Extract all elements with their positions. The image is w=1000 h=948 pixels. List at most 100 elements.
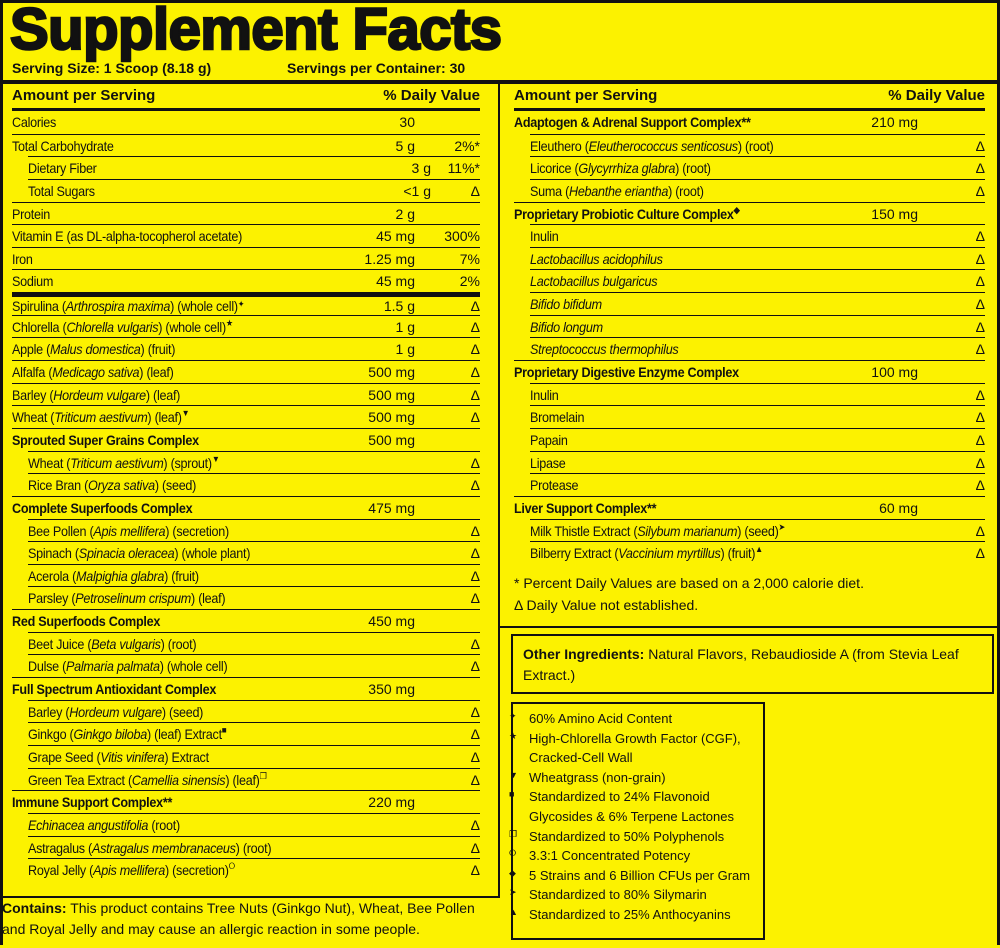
name-part: Hebanthe eriantha	[568, 182, 669, 199]
name-part: Grape Seed (	[28, 748, 101, 765]
name-part: Oryza sativa	[88, 477, 155, 494]
table-row: Wheat (Triticum aestivum) (leaf)▼ 500 mg Δ	[12, 405, 480, 428]
footnote-symbol-icon: ▲	[755, 544, 763, 555]
name-part: Bifido bifidum	[530, 296, 602, 313]
daily-value: Δ	[470, 341, 480, 358]
daily-value: Δ	[470, 386, 480, 403]
symbol-note-text: 60% Amino Acid Content	[529, 711, 673, 726]
table-row: Complete Superfoods Complex 475 mg	[12, 495, 480, 519]
name-part: (root)	[148, 816, 180, 833]
name-part: Wheat (	[12, 409, 55, 426]
daily-value: Δ	[975, 545, 985, 562]
name-part: ) (leaf) Extract	[147, 726, 222, 743]
table-row: Beet Juice (Beta vulgaris) (root) Δ	[28, 631, 480, 655]
table-row: Bilberry Extract (Vaccinium myrtillus) (…	[530, 541, 985, 564]
symbol-note-text: Standardized to 25% Anthocyanins	[529, 906, 731, 922]
name-part: ) (whole cell)	[170, 298, 238, 315]
footnote-symbol-icon: ▲	[509, 906, 518, 917]
nutrient-name: Chlorella (Chlorella vulgaris) (whole ce…	[12, 316, 233, 338]
name-part: Lipase	[530, 454, 566, 471]
name-part: Ginkgo biloba	[73, 726, 148, 743]
name-part: ) (fruit)	[140, 341, 176, 358]
table-row: Lipase Δ	[530, 450, 985, 474]
name-part: Proprietary Digestive Enzyme Complex	[514, 364, 739, 381]
name-part: ) (whole cell)	[159, 658, 228, 675]
name-part: Astragalus (	[28, 839, 92, 856]
daily-value: Δ	[470, 298, 480, 315]
daily-value: Δ	[470, 522, 480, 539]
name-part: Bilberry Extract (	[530, 545, 619, 562]
nutrient-name: Beet Juice (Beta vulgaris) (root)	[28, 633, 197, 655]
amount-value: 1 g	[395, 318, 415, 335]
footnote-symbol-icon: ✦	[509, 711, 517, 721]
table-row: Protein 2 g	[12, 201, 480, 225]
table-row: Barley (Hordeum vulgare) (seed) Δ	[28, 699, 480, 723]
daily-value: Δ	[470, 409, 480, 426]
nutrient-name: Milk Thistle Extract (Silybum marianum) …	[530, 520, 785, 542]
nutrient-name: Protease	[530, 474, 579, 496]
name-part: Inulin	[530, 228, 559, 245]
name-part: Apis mellifera	[93, 522, 166, 539]
other-ingredients-text: Natural Flavors, Rebaudioside A (from St…	[523, 646, 959, 683]
name-part: Bromelain	[530, 409, 585, 426]
daily-value: Δ	[975, 182, 985, 199]
name-part: Liver Support Complex**	[514, 499, 657, 516]
amount-value: 220 mg	[368, 794, 415, 811]
table-row: Wheat (Triticum aestivum) (sprout)▼ Δ	[28, 450, 480, 474]
nutrient-name: Alfalfa (Medicago sativa) (leaf)	[12, 361, 174, 383]
name-part: Malus domestica	[50, 341, 141, 358]
daily-value: Δ	[470, 703, 480, 720]
daily-value: Δ	[470, 364, 480, 381]
daily-value: Δ	[975, 250, 985, 267]
nutrient-name: Red Superfoods Complex	[12, 610, 160, 632]
name-part: Dietary Fiber	[28, 160, 97, 177]
name-part: ) (seed)	[161, 703, 204, 720]
table-row: Grape Seed (Vitis vinifera) Extract Δ	[28, 744, 480, 768]
name-part: Streptococcus thermophilus	[530, 341, 679, 358]
nutrient-name: Bilberry Extract (Vaccinium myrtillus) (…	[530, 542, 763, 564]
name-part: Astragalus membranaceus	[91, 839, 236, 856]
symbol-note: ◆ 5 Strains and 6 Billion CFUs per Gram	[509, 866, 757, 886]
name-part: ) (fruit)	[720, 545, 756, 562]
name-part: Triticum aestivum	[70, 454, 164, 471]
nutrient-name: Total Carbohydrate	[12, 135, 114, 157]
name-part: Hordeum vulgare	[53, 386, 146, 403]
amount-value: 2 g	[395, 205, 415, 222]
name-part: Red Superfoods Complex	[12, 613, 161, 630]
table-row: Dietary Fiber 3 g 11%*	[28, 156, 480, 179]
nutrient-name: Bee Pollen (Apis mellifera) (secretion)	[28, 520, 229, 542]
table-row: Protease Δ	[530, 473, 985, 496]
name-part: ) (whole cell)	[158, 318, 226, 335]
amount-value: 45 mg	[376, 228, 415, 245]
amount-value: 3 g	[411, 160, 431, 177]
daily-value: Δ	[470, 816, 480, 833]
name-part: Iron	[12, 250, 33, 267]
nutrient-name: Ginkgo (Ginkgo biloba) (leaf) Extract■	[28, 723, 227, 745]
name-part: Spinach (	[28, 545, 79, 562]
footnote-symbol-icon: ✦	[237, 299, 245, 310]
table-row: Ginkgo (Ginkgo biloba) (leaf) Extract■ Δ	[28, 722, 480, 745]
table-row: Astragalus (Astragalus membranaceus) (ro…	[28, 835, 480, 859]
name-part: Vitis vinifera	[100, 748, 165, 765]
amount-value: 475 mg	[368, 499, 415, 516]
footnote-symbol-icon: ▼	[509, 769, 518, 780]
nutrient-name: Bifido longum	[530, 316, 603, 338]
table-row: Licorice (Glycyrrhiza glabra) (root) Δ	[530, 156, 985, 179]
left-panel	[0, 80, 500, 898]
name-part: ) (root)	[235, 839, 272, 856]
daily-value: Δ	[470, 477, 480, 494]
amount-value: 5 g	[395, 137, 415, 154]
nutrient-name: Barley (Hordeum vulgare) (seed)	[28, 701, 203, 723]
name-part: Eleuthero (	[530, 137, 589, 154]
nutrient-name: Sodium	[12, 270, 53, 292]
symbol-note: ✦ 60% Amino Acid Content	[509, 709, 757, 729]
footnote-daily-values: * Percent Daily Values are based on a 2,…	[514, 575, 864, 591]
daily-value: Δ	[975, 296, 985, 313]
table-row: Echinacea angustifolia (root) Δ	[28, 812, 480, 836]
nutrient-name: Papain	[530, 429, 568, 451]
allergen-statement: Contains: This product contains Tree Nut…	[2, 898, 502, 940]
nutrient-name: Calories	[12, 111, 56, 133]
footnote-symbol-icon: ▼	[211, 453, 220, 464]
table-row: Lactobacillus bulgaricus Δ	[530, 269, 985, 292]
name-part: ) (seed)	[737, 522, 779, 539]
